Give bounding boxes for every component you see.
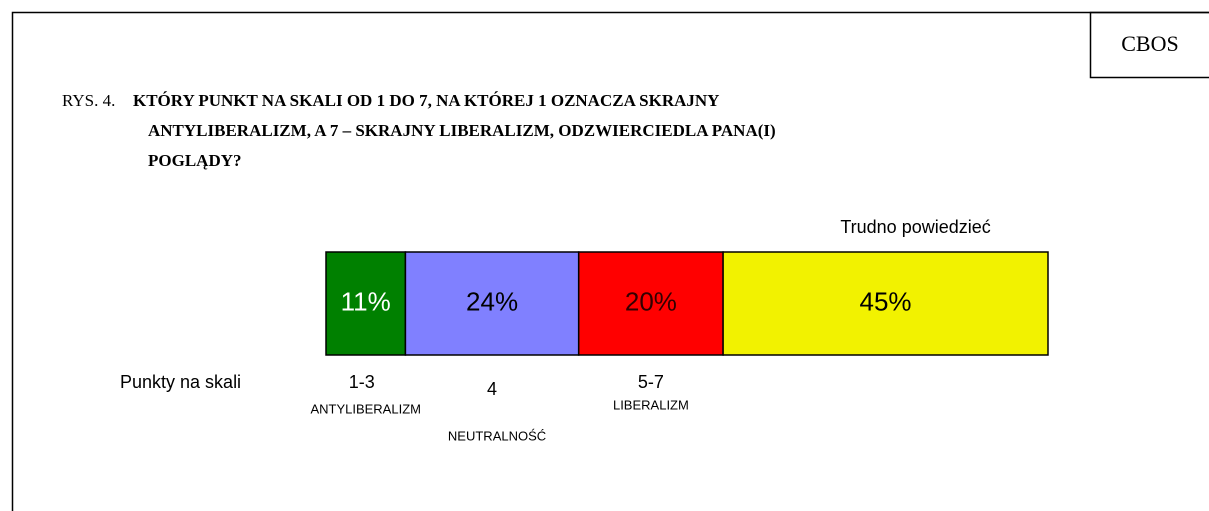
category-label: 5-7 [638,372,664,392]
bar-segment [722,251,1049,356]
title-prefix: RYS. 4. [62,91,115,110]
axis-label: Punkty na skali [120,372,241,392]
title-line: ANTYLIBERALIZM, A 7 – SKRAJNY LIBERALIZM… [148,121,776,140]
category-sublabel: LIBERALIZM [613,397,689,412]
value-label: 11% [341,286,391,316]
category-sublabel: ANTYLIBERALIZM [310,401,421,416]
title-line: POGLĄDY? [148,151,242,170]
category-sublabel: NEUTRALNOŚĆ [448,428,546,443]
title-line: KTÓRY PUNKT NA SKALI OD 1 DO 7, NA KTÓRE… [133,91,719,110]
value-label: 24% [466,286,518,316]
value-label: 45% [860,286,912,316]
category-label: 4 [487,379,497,399]
category-label: 1-3 [349,372,375,392]
bar-segment [325,251,407,356]
bar-segment [577,251,724,356]
brand-box [1089,11,1209,79]
frame [11,11,1209,511]
bar-segment [404,251,580,356]
value-label: 20% [625,286,677,316]
category-label: Trudno powiedzieć [840,217,990,237]
brand: CBOS [1121,31,1178,56]
